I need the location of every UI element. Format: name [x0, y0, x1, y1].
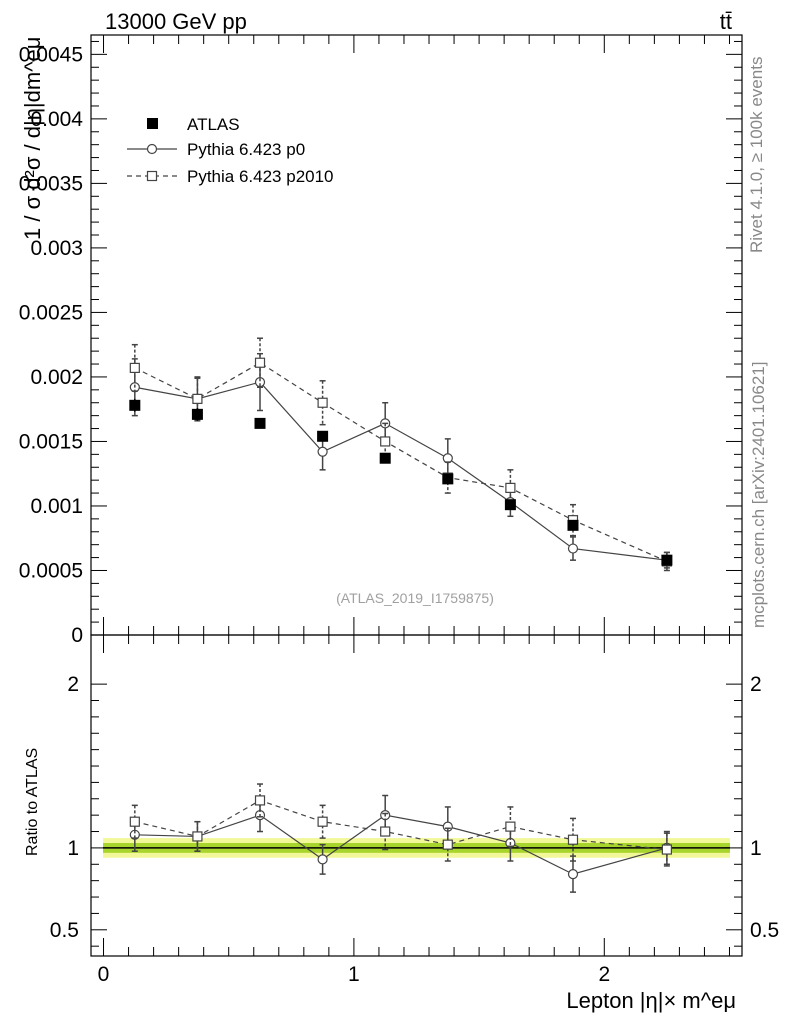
main-p0-point	[567, 543, 579, 554]
main-y-tick-label: 0.0025	[19, 301, 83, 324]
main-y-tick-label: 0.001	[30, 495, 83, 518]
main-y-tick-label: 0.0015	[19, 430, 83, 453]
main-y-zero-label: 0	[71, 624, 83, 647]
ratio-p2010-point	[567, 834, 579, 845]
main-y-tick-label: 0.0005	[19, 559, 83, 582]
ratio-y-tick-label: 1	[67, 837, 79, 860]
main-atlas-point	[504, 499, 516, 511]
main-y-tick-label: 0.002	[30, 366, 83, 389]
ratio-p2010-point	[192, 831, 203, 842]
legend-marker-atlas	[147, 118, 158, 129]
ratio-p2010-point	[129, 816, 140, 827]
main-p0-point	[317, 446, 328, 457]
x-axis-label: Lepton |η|× m^eμ	[566, 988, 736, 1013]
energy-label: 13000 GeV pp	[105, 9, 247, 34]
main-y-tick-label: 0.0035	[19, 172, 83, 195]
ratio-y-tick-label-right: 1	[750, 837, 762, 860]
legend-label-p0: Pythia 6.423 p0	[187, 140, 305, 159]
main-p0-line	[134, 381, 667, 561]
main-y-axis-label: 1 / σ d²σ / d|η|dm^eμ	[20, 37, 45, 240]
main-atlas-point	[567, 519, 579, 531]
analysis-annotation: (ATLAS_2019_I1759875)	[336, 590, 494, 606]
main-plot-panel: 0.0005 0.001 0.0015 0.002 0.0025 0.003 0.0035 0…	[19, 34, 743, 956]
main-atlas-point	[191, 408, 203, 420]
ratio-y-tick-label: 0.5	[50, 919, 79, 942]
legend-label-atlas: ATLAS	[187, 115, 240, 134]
main-y-tick-label: 0.003	[30, 237, 83, 260]
ratio-p2010-point	[317, 816, 328, 827]
main-atlas-point	[129, 399, 141, 411]
ratio-p2010-point	[254, 795, 266, 806]
main-p2010-point	[254, 357, 266, 368]
ratio-plot-panel: 0.5 0.5 1 1 2 2 0 1 2	[50, 35, 779, 986]
ratio-y-tick-label: 2	[67, 673, 79, 696]
main-p2010-point	[317, 397, 328, 408]
legend: ATLAS Pythia 6.423 p0 Pythia 6.423 p2010	[127, 115, 334, 186]
main-atlas-point	[254, 417, 266, 429]
main-p2010-line	[134, 362, 668, 563]
main-atlas-point	[661, 554, 673, 566]
ratio-y-tick-label-right: 2	[750, 673, 762, 696]
ratio-y-tick-label-right: 0.5	[750, 919, 779, 942]
ratio-p2010-point	[442, 839, 453, 850]
ratio-p2010-point	[380, 826, 391, 837]
x-tick-label: 2	[598, 963, 610, 986]
ratio-y-axis-label: Ratio to ATLAS	[24, 748, 41, 856]
main-atlas-point	[379, 452, 391, 464]
mcplots-label: mcplots.cern.ch [arXiv:2401.10621]	[749, 362, 768, 628]
ratio-p0-point	[129, 829, 140, 840]
main-atlas-point	[442, 473, 454, 485]
ratio-p2010-point	[505, 821, 516, 832]
legend-marker-p0	[146, 143, 158, 155]
ratio-frame	[90, 634, 743, 957]
main-y-tick-label: 0.004	[30, 108, 83, 131]
x-tick-label: 1	[348, 963, 360, 986]
ratio-p0-point	[567, 869, 579, 880]
ratio-p2010-point	[661, 844, 672, 855]
main-atlas-point	[317, 430, 329, 442]
main-p2010-point	[380, 436, 391, 447]
main-p2010-point	[192, 393, 203, 404]
x-tick-label: 0	[98, 963, 110, 986]
legend-marker-p2010	[146, 170, 158, 182]
rivet-version-label: Rivet 4.1.0, ≥ 100k events	[747, 57, 766, 253]
main-p2010-point	[505, 482, 516, 494]
ratio-p0-point	[317, 854, 328, 865]
legend-label-p2010: Pythia 6.423 p2010	[187, 167, 334, 186]
main-p2010-point	[129, 362, 140, 374]
process-label: tt̄	[720, 9, 732, 34]
main-y-tick-label: 0.0045	[19, 43, 83, 66]
